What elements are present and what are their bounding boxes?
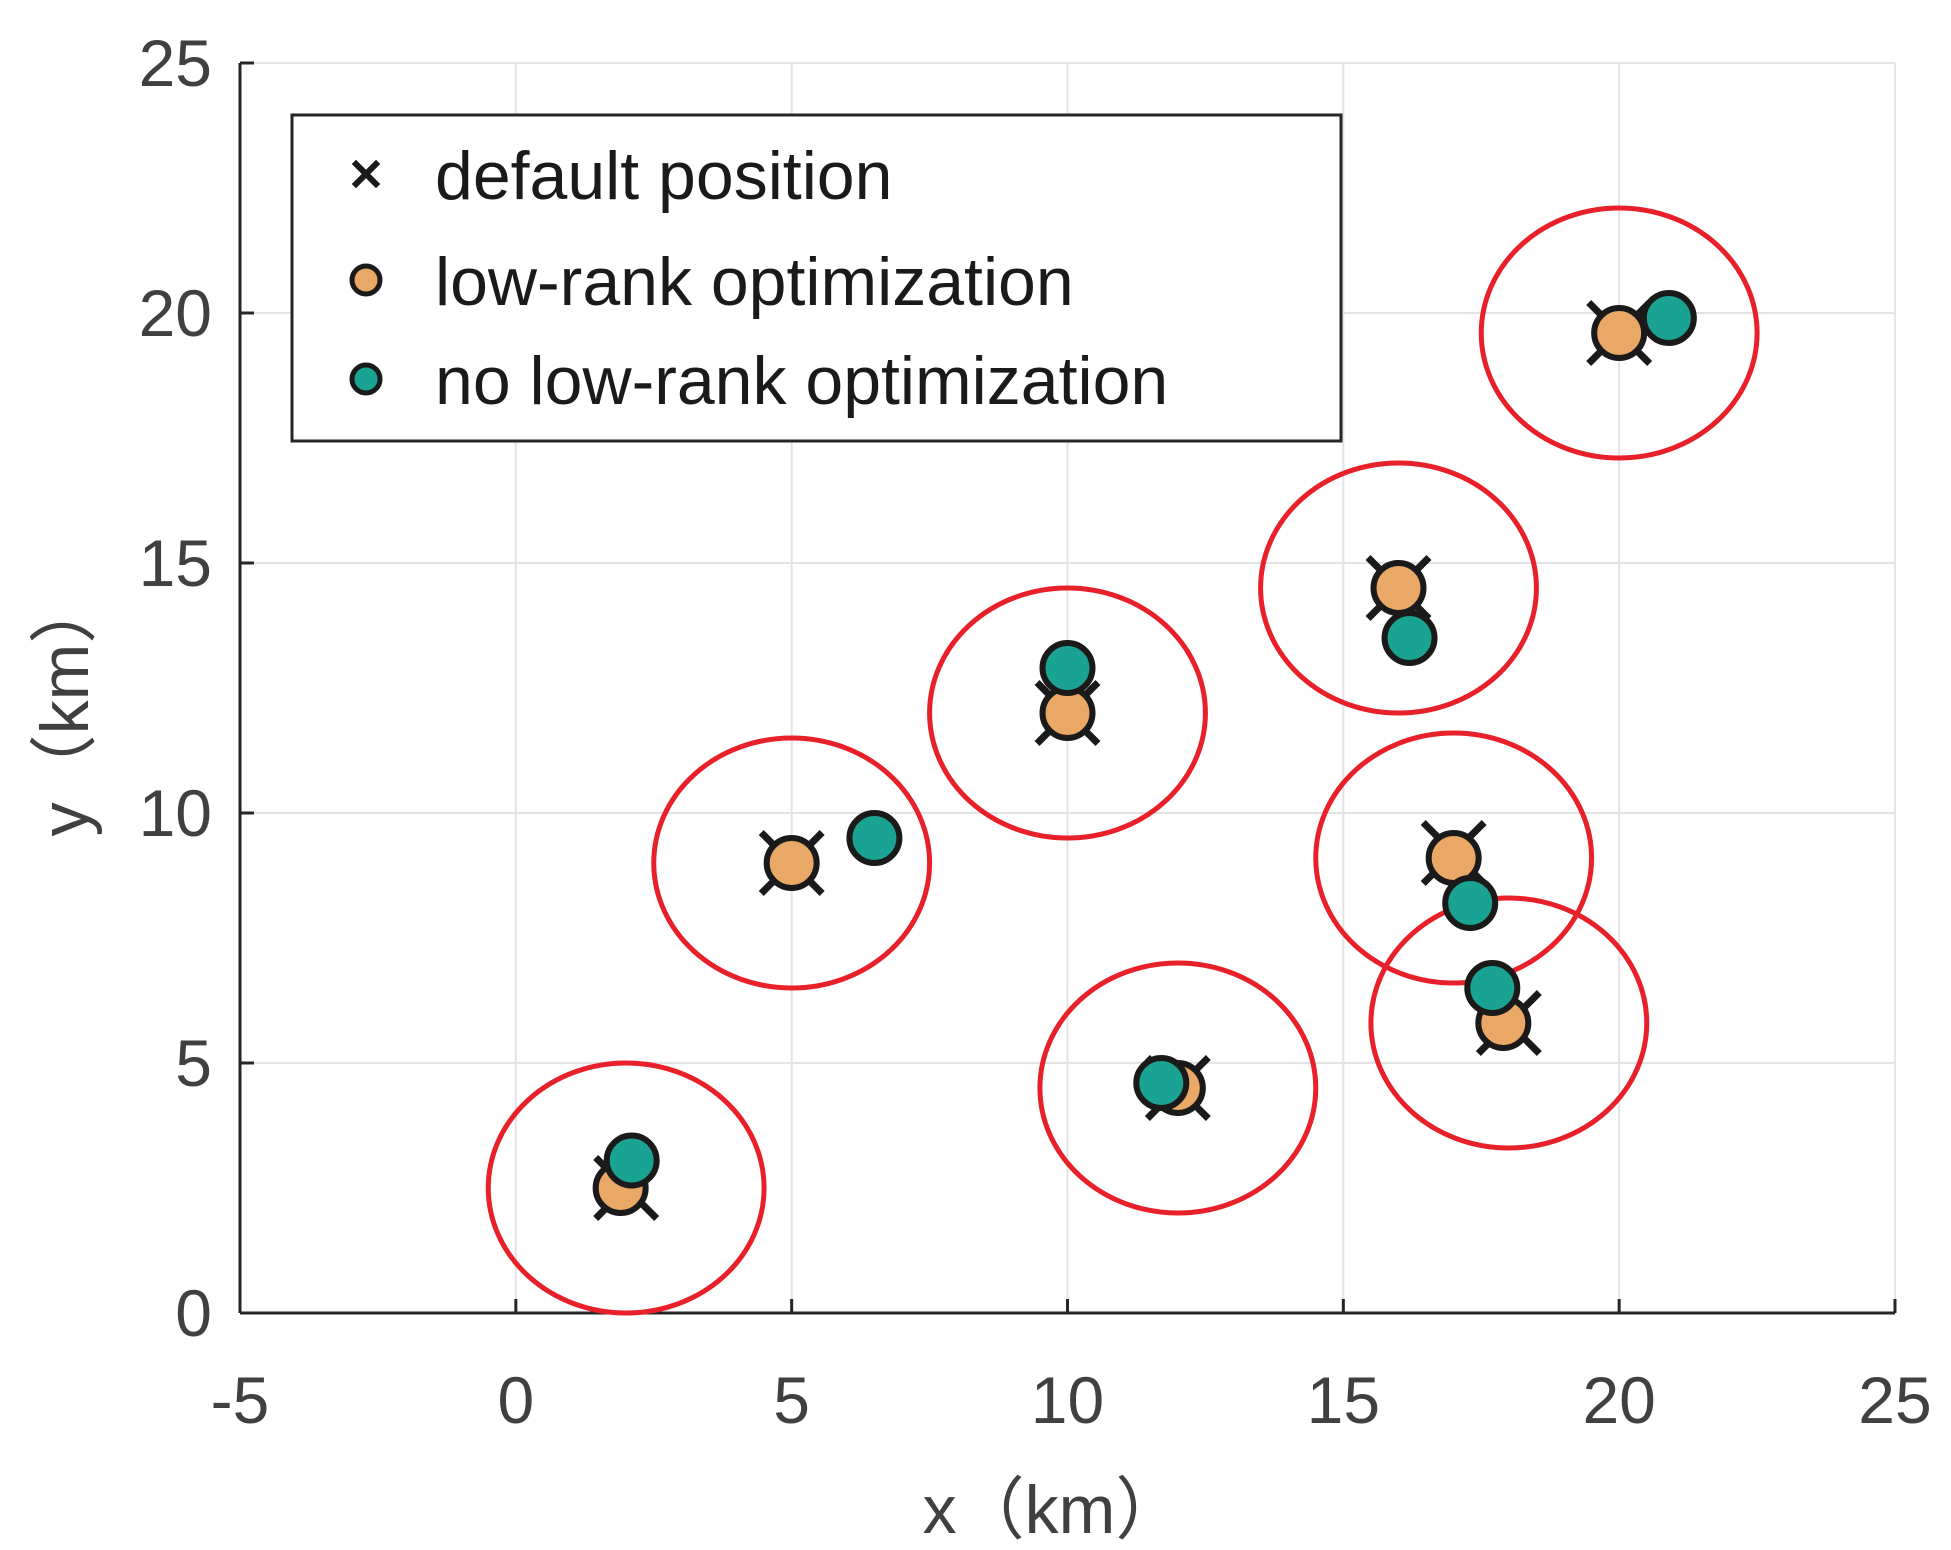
coverage-circle <box>1368 895 1650 1151</box>
legend-label: no low-rank optimization <box>435 343 1168 419</box>
x-axis-label: x（km） <box>923 1472 1184 1545</box>
x-stroke <box>351 159 381 189</box>
legend-label: default position <box>435 138 892 214</box>
coverage-circle <box>485 1060 767 1316</box>
x-tick-label: 25 <box>1858 1363 1931 1437</box>
low-rank-marker <box>1591 305 1648 361</box>
coverage-circle <box>1313 730 1595 986</box>
tick-labels: -5 0 5 10 15 20 25 0 5 10 15 20 25 <box>139 26 1932 1437</box>
x-tick-label: 5 <box>773 1363 810 1437</box>
y-tick-label: 10 <box>139 776 212 850</box>
coverage-circle <box>651 735 933 991</box>
y-tick-label: 0 <box>175 1276 212 1350</box>
y-tick-label: 25 <box>139 26 212 100</box>
x-tick-label: 10 <box>1031 1363 1104 1437</box>
low-rank-marker <box>763 835 820 891</box>
legend: default position low-rank optimization no … <box>290 113 1343 443</box>
no-low-rank-marker <box>1039 640 1096 696</box>
no-low-rank-marker <box>1640 290 1697 346</box>
legend-low-rank-icon <box>349 263 383 297</box>
coverage-circle <box>927 585 1208 841</box>
coverage-circles <box>485 205 1760 1316</box>
x-tick-label: 0 <box>497 1363 534 1437</box>
coverage-circle <box>1037 960 1319 1216</box>
low-rank-marker <box>1370 560 1427 616</box>
no-low-rank-marker <box>1381 610 1438 666</box>
no-low-rank-marker <box>1133 1055 1190 1111</box>
coverage-circle <box>1258 460 1539 716</box>
y-tick-label: 5 <box>175 1026 212 1100</box>
y-tick-label: 15 <box>139 526 212 600</box>
legend-x-icon <box>351 159 381 189</box>
x-tick-label: -5 <box>211 1363 270 1437</box>
no-low-rank-marker <box>846 810 903 866</box>
legend-label: low-rank optimization <box>435 244 1074 320</box>
data-markers <box>592 290 1697 1221</box>
axes-layer <box>238 61 1897 1315</box>
x-tick-label: 15 <box>1307 1363 1380 1437</box>
y-tick-label: 20 <box>139 276 212 350</box>
y-axis-label: y（km） <box>27 576 103 837</box>
legend-box <box>290 113 1343 443</box>
no-low-rank-marker <box>1464 960 1521 1016</box>
no-low-rank-marker <box>603 1132 660 1189</box>
legend-no-low-rank-icon <box>349 362 383 396</box>
no-low-rank-marker <box>1442 875 1499 931</box>
coverage-circle <box>1478 205 1760 461</box>
x-tick-label: 20 <box>1582 1363 1655 1437</box>
